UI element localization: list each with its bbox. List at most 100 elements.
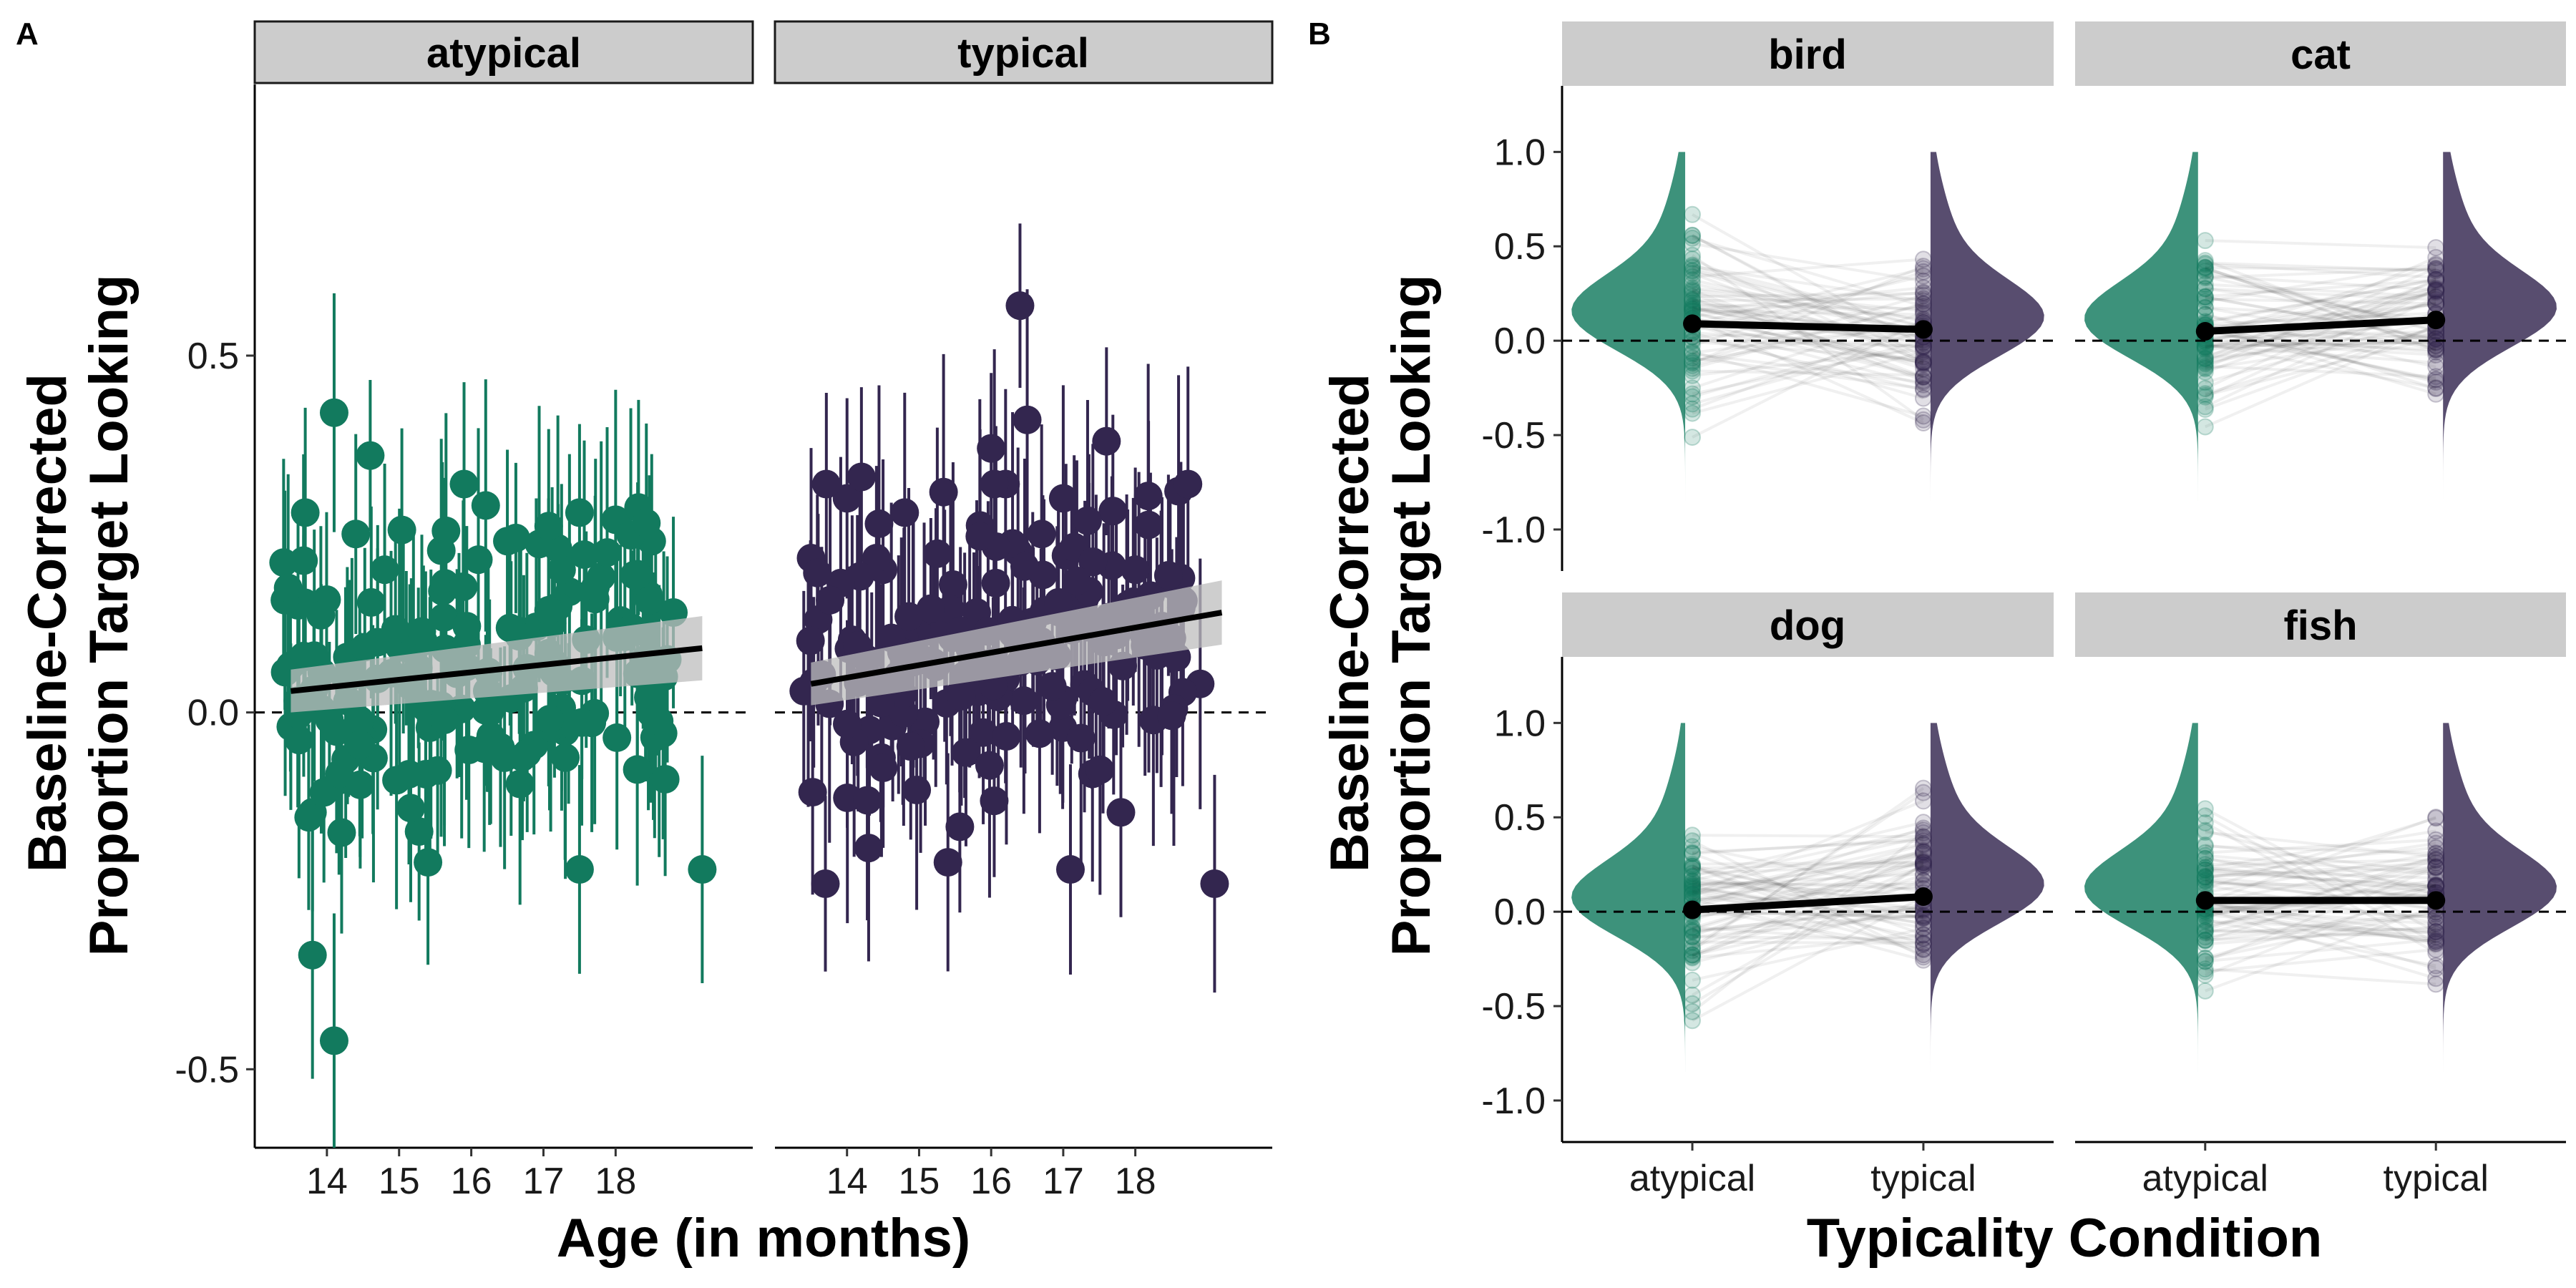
confidence-ribbon (811, 580, 1222, 706)
participant-line (1692, 940, 1923, 945)
participant-point-atypical (1684, 298, 1702, 316)
data-point (1044, 587, 1073, 617)
strip-label: dog (1770, 602, 1845, 649)
mean-point-typical (2426, 891, 2446, 910)
participant-point-atypical (1684, 858, 1702, 876)
participant-line (2205, 287, 2436, 301)
participant-point-typical (1914, 909, 1932, 927)
participant-point-typical (1914, 353, 1932, 371)
participant-line (2205, 829, 2436, 896)
participant-point-atypical (1684, 864, 1702, 882)
participant-line (2205, 871, 2436, 887)
participant-point-typical (2427, 914, 2445, 932)
participant-line (2205, 912, 2436, 943)
participant-point-typical (2427, 282, 2445, 300)
data-point (1121, 555, 1150, 585)
data-point (551, 743, 580, 772)
mean-point-atypical (2195, 321, 2215, 341)
participant-point-typical (1914, 919, 1932, 937)
participant-point-atypical (2196, 298, 2214, 316)
participant-line (2205, 266, 2436, 271)
participant-point-typical (2427, 848, 2445, 866)
participant-point-typical (1914, 360, 1932, 378)
participant-line (2204, 814, 2437, 945)
participant-point-typical (2427, 273, 2445, 291)
participant-point-typical (2427, 932, 2445, 950)
participant-point-typical (1914, 845, 1932, 863)
participant-point-typical (1914, 930, 1932, 947)
density-violin-atypical (1571, 723, 1686, 1073)
participant-line (2204, 267, 2437, 369)
participant-line (2204, 256, 2437, 360)
x-tick-label: 14 (306, 1161, 348, 1202)
participant-point-atypical (1684, 933, 1702, 951)
participant-point-atypical (2196, 269, 2214, 287)
participant-line (2205, 326, 2436, 396)
participant-point-typical (2427, 915, 2445, 933)
participant-line (1692, 369, 1923, 377)
participant-line (2204, 324, 2437, 429)
participant-line (1692, 909, 1923, 919)
participant-point-typical (2427, 368, 2445, 386)
data-point (414, 848, 443, 877)
participant-point-typical (1914, 368, 1932, 386)
participant-point-typical (2427, 831, 2445, 849)
participant-line (2205, 846, 2436, 872)
participant-point-atypical (1684, 942, 1702, 960)
participant-point-atypical (1684, 954, 1702, 972)
participant-point-typical (2427, 864, 2445, 882)
participant-point-atypical (1684, 282, 1702, 300)
participant-line (2205, 261, 2436, 273)
y-tick-label: 0.5 (1494, 226, 1546, 268)
y-tick-label: -0.5 (1481, 986, 1546, 1028)
participant-point-atypical (2196, 960, 2214, 978)
participant-point-typical (2427, 845, 2445, 863)
participant-point-atypical (2196, 836, 2214, 854)
data-point (811, 469, 841, 499)
participant-line (1692, 288, 1924, 321)
participant-point-typical (2427, 941, 2445, 959)
trend-line (291, 645, 703, 694)
participant-point-atypical (2196, 922, 2214, 940)
participant-point-typical (1914, 250, 1932, 268)
x-tick-label: 16 (970, 1161, 1012, 1202)
data-point (896, 732, 925, 761)
participant-point-atypical (1684, 872, 1702, 889)
participant-line (2205, 286, 2436, 331)
participant-point-atypical (2196, 398, 2214, 416)
participant-point-atypical (2196, 859, 2214, 877)
participant-point-atypical (2196, 814, 2214, 831)
participant-point-typical (1914, 298, 1932, 316)
participant-point-typical (2427, 330, 2445, 348)
participant-point-typical (1914, 814, 1932, 831)
participant-point-atypical (2196, 351, 2214, 369)
participant-point-atypical (1684, 205, 1702, 223)
participant-point-atypical (1684, 279, 1702, 297)
data-point (1174, 469, 1203, 499)
participant-line (2205, 336, 2436, 397)
participant-point-typical (1914, 267, 1932, 285)
participant-point-atypical (1684, 356, 1702, 374)
participant-point-atypical (2196, 919, 2214, 937)
participant-point-atypical (1684, 882, 1702, 900)
data-point (602, 723, 632, 752)
data-point (1153, 560, 1183, 590)
participant-point-typical (1914, 295, 1932, 313)
participant-line (2204, 821, 2437, 955)
participant-line (2205, 311, 2436, 326)
data-point (505, 769, 535, 799)
participant-line (1692, 265, 1924, 365)
confidence-ribbon (291, 616, 703, 713)
participant-line (1692, 298, 1924, 371)
participant-point-atypical (2196, 871, 2214, 889)
data-point (1085, 755, 1115, 784)
participant-point-typical (2427, 341, 2445, 358)
participant-point-atypical (2196, 268, 2214, 286)
panel-b-facet-dog (1562, 723, 2054, 1073)
participant-point-atypical (1684, 385, 1702, 403)
participant-point-typical (1914, 366, 1932, 384)
participant-line (1692, 863, 1924, 997)
participant-line (1692, 268, 1924, 329)
strip-label: typical (957, 30, 1089, 77)
participant-point-typical (2427, 379, 2445, 397)
